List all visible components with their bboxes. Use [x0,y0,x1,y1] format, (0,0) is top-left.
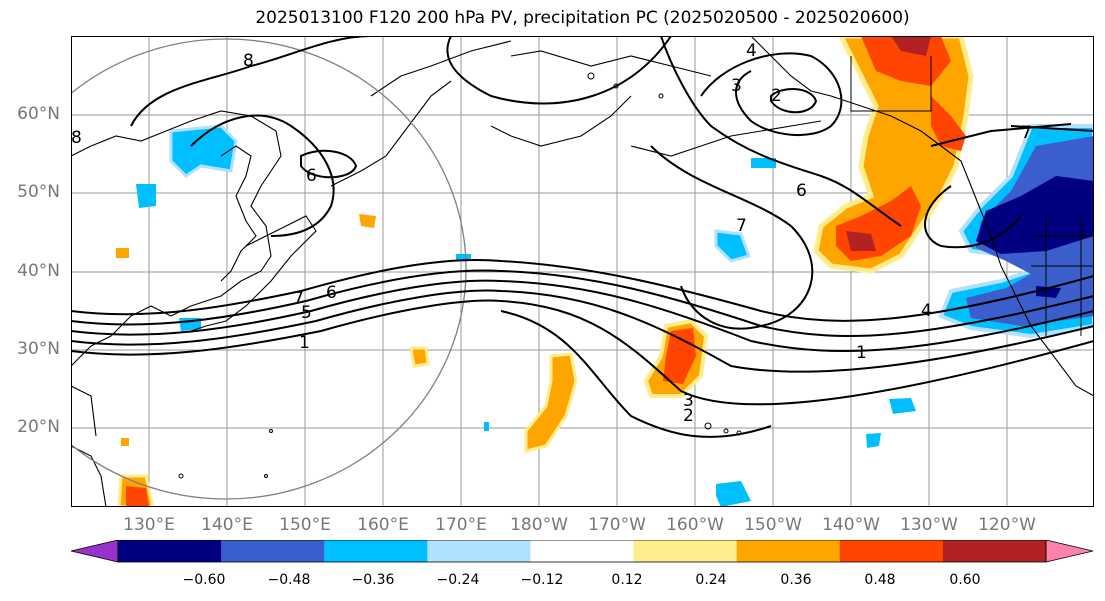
precip-negative-shading [136,124,1094,507]
coastlines [71,36,1094,507]
pv-label: 7 [293,289,304,309]
colorbar-tick-label: 0.12 [611,572,643,588]
pv-label: 8 [243,51,254,71]
colorbar-tick-label: −0.60 [182,572,226,588]
lon-label: 180°W [510,515,568,535]
lon-label: 150°E [279,515,331,535]
lon-label: 160°E [357,515,409,535]
lat-label-40n: 40°N [17,261,60,281]
pv-label: 6 [796,181,807,201]
great-circle [71,38,467,500]
colorbar-cell [839,540,944,562]
pv-label: 3 [683,391,694,411]
colorbar-cell [427,540,531,562]
pv-label: 7 [1021,123,1032,143]
pv-label: 2 [683,406,694,426]
lat-label-30n: 30°N [17,339,60,359]
colorbar-extend-max [1045,540,1094,563]
map-panel: 8 6 4 3 2 6 7 7 6 5 1 3 2 1 4 7 8 [71,36,1094,507]
colorbar-cell [633,540,738,562]
pv-contours [71,36,1094,438]
map-title: 2025013100 F120 200 hPa PV, precipitatio… [255,8,910,28]
pv-label: 8 [71,128,82,148]
pv-label: 5 [301,303,312,323]
colorbar-tick-label: −0.36 [351,572,395,588]
colorbar-extend-min [70,540,119,563]
pv-label: 6 [326,283,337,303]
borders [850,56,1094,336]
pv-label: 4 [921,301,932,321]
pv-label: 1 [299,333,310,353]
colorbar-cell [942,540,1047,562]
colorbar-cell [530,540,635,562]
precip-positive-shading [116,36,974,507]
lon-label: 170°E [435,515,487,535]
lon-label: 140°W [822,515,880,535]
pv-contour-labels: 8 6 4 3 2 6 7 7 6 5 1 3 2 1 4 7 8 [71,41,1032,426]
colorbar-tick-label: −0.12 [520,572,564,588]
pv-label: 2 [771,86,782,106]
pv-label: 4 [746,41,757,61]
colorbar-cell [736,540,841,562]
pv-label: 6 [306,166,317,186]
colorbar-cells [118,540,1047,562]
pv-label: 3 [731,76,742,96]
lon-label: 140°E [201,515,253,535]
lon-label: 170°W [588,515,646,535]
colorbar-cell [118,540,222,562]
colorbar-tick-label: 0.60 [949,572,981,588]
colorbar-tick-label: 0.36 [780,572,812,588]
lon-label: 160°W [666,515,724,535]
colorbar-tick-label: 0.24 [695,572,727,588]
lat-label-50n: 50°N [17,182,60,202]
colorbar-tick-label: 0.48 [864,572,896,588]
colorbar-cell [324,540,428,562]
islands [178,72,742,479]
lon-label: 120°W [978,515,1036,535]
pv-label: 7 [736,216,747,236]
colorbar-cell [221,540,325,562]
colorbar-tick-label: −0.24 [436,572,480,588]
lat-label-20n: 20°N [17,417,60,437]
colorbar-tick-label: −0.48 [267,572,311,588]
lon-label: 150°W [744,515,802,535]
lat-label-60n: 60°N [17,104,60,124]
lon-label: 130°E [123,515,175,535]
colorbar [70,540,1094,563]
lon-label: 130°W [900,515,958,535]
pv-label: 1 [856,343,867,363]
